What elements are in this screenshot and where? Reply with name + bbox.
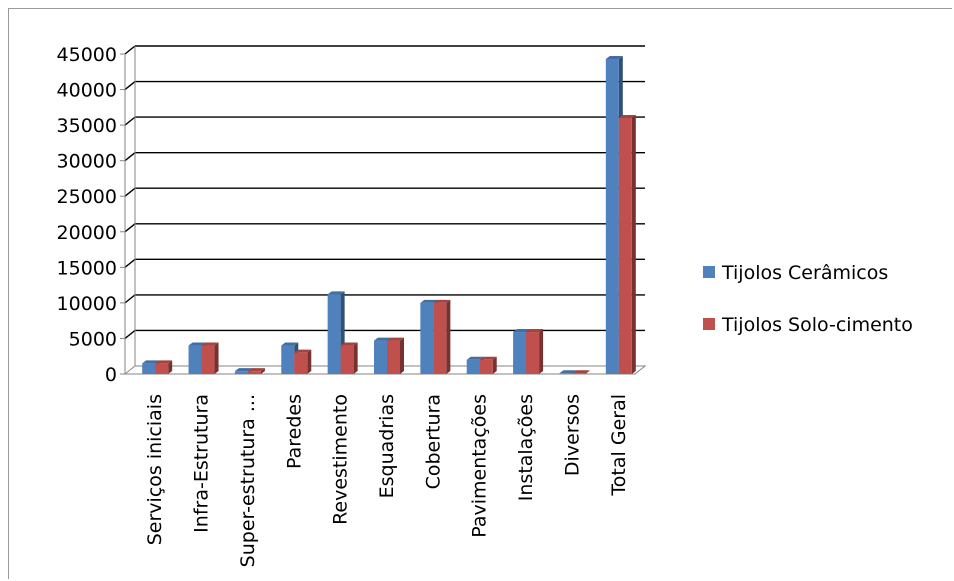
- x-tick-label: Total Geral: [608, 394, 630, 497]
- bar: [387, 337, 404, 374]
- y-tick-label: 15000: [57, 257, 117, 279]
- bars: [142, 55, 636, 374]
- x-tick-label: Pavimentações: [469, 394, 491, 538]
- bar: [433, 299, 451, 374]
- y-tick-label: 0: [105, 364, 117, 386]
- gridline-diagonal: [124, 152, 136, 162]
- x-tick-label: Cobertura: [422, 394, 444, 489]
- bar: [201, 342, 219, 374]
- bar: [155, 360, 173, 374]
- bar: [340, 342, 358, 374]
- x-tick-label: Infra-Estrutura: [191, 394, 213, 533]
- y-tick-label: 35000: [57, 115, 117, 137]
- gridline-diagonal: [124, 329, 136, 339]
- legend-swatch: [703, 266, 715, 278]
- y-tick-label: 30000: [57, 151, 117, 173]
- gridline-diagonal: [124, 294, 136, 304]
- x-tick-label: Diversos: [561, 394, 583, 476]
- legend-item: Tijolos Cerâmicos: [703, 262, 888, 284]
- x-axis-ticks: Serviços iniciais Infra-Estrutura Super-es…: [144, 394, 630, 567]
- bar: [618, 115, 636, 374]
- y-tick-label: 5000: [69, 328, 117, 350]
- x-tick-label: Paredes: [283, 394, 305, 469]
- legend-swatch: [703, 318, 715, 330]
- y-tick-label: 10000: [57, 293, 117, 315]
- legend: Tijolos Cerâmicos Tijolos Solo-cimento: [703, 262, 913, 336]
- axes: [123, 46, 647, 375]
- y-tick-label: 40000: [57, 80, 117, 102]
- x-tick-label: Revestimento: [330, 394, 352, 525]
- x-tick-label: Esquadrias: [376, 394, 398, 498]
- gridline-diagonal: [124, 45, 136, 55]
- legend-label: Tijolos Cerâmicos: [721, 262, 888, 284]
- gridline-diagonal: [124, 116, 136, 126]
- chart-frame: [8, 8, 952, 579]
- bar: [479, 356, 497, 374]
- gridlines: [124, 45, 645, 339]
- y-axis-ticks: 0 5000 10000 15000 20000 25000 30000 35000 40000…: [57, 44, 125, 386]
- bar: [526, 329, 544, 374]
- gridline-diagonal: [124, 81, 136, 91]
- bar: [572, 370, 590, 374]
- gridline-diagonal: [124, 223, 136, 233]
- x-tick-label: Instalações: [515, 394, 537, 501]
- y-tick-label: 25000: [57, 186, 117, 208]
- y-tick-label: 45000: [57, 44, 117, 66]
- legend-item: Tijolos Solo-cimento: [703, 314, 913, 336]
- gridline-diagonal: [124, 187, 136, 197]
- legend-label: Tijolos Solo-cimento: [721, 314, 913, 336]
- x-tick-label: Serviços iniciais: [144, 394, 166, 545]
- bar: [294, 349, 312, 374]
- bar: [247, 368, 265, 374]
- y-tick-label: 20000: [57, 222, 117, 244]
- x-tick-label: Super-estrutura ...: [237, 394, 259, 567]
- gridline-diagonal: [124, 258, 136, 268]
